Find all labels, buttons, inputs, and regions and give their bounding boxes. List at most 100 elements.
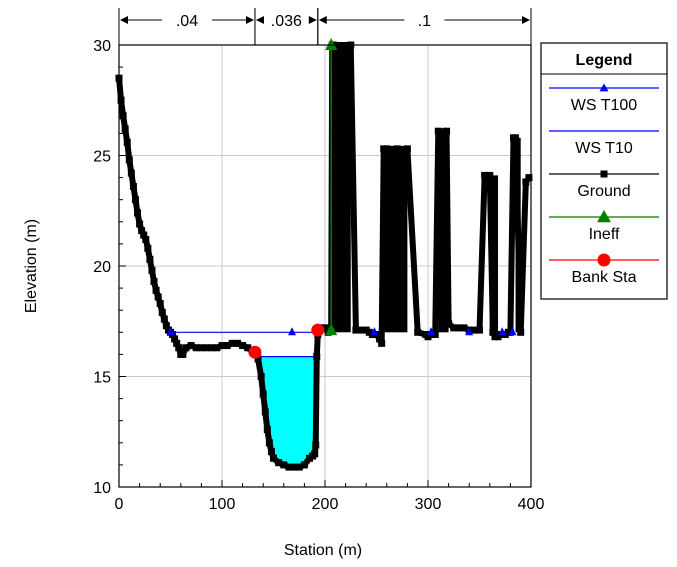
ws-t100-series xyxy=(166,327,517,336)
ground-point xyxy=(192,344,200,352)
ws-t100-marker xyxy=(498,327,507,336)
ground-line xyxy=(116,42,532,471)
ground-point xyxy=(434,127,442,135)
ground-point xyxy=(144,244,152,252)
ground-point xyxy=(160,315,168,323)
ground-point xyxy=(267,448,275,456)
x-tick-label: 0 xyxy=(115,496,124,513)
ground-point xyxy=(182,344,190,352)
x-tick-label: 400 xyxy=(518,496,545,513)
ground-point xyxy=(131,196,139,204)
ground-point xyxy=(517,328,525,336)
ws-t100-marker xyxy=(508,327,517,336)
mannings-n-label: .04 xyxy=(176,13,198,30)
x-tick-label: 100 xyxy=(209,496,236,513)
ground-point xyxy=(146,255,154,263)
mannings-arrow-head xyxy=(120,16,128,24)
ws-t100-marker xyxy=(288,327,297,336)
mannings-arrow-head xyxy=(522,16,530,24)
legend-entry-label: WS T100 xyxy=(571,97,638,114)
ground-point xyxy=(265,439,273,447)
ground-point xyxy=(117,96,125,104)
x-tick-label: 200 xyxy=(312,496,339,513)
ground-point xyxy=(257,373,265,380)
ground-point xyxy=(138,227,146,235)
ground-point xyxy=(129,182,137,190)
ground-series xyxy=(115,41,533,471)
ground-point xyxy=(275,459,283,467)
ground-point xyxy=(142,235,150,243)
ground-point xyxy=(228,339,236,347)
ground-point xyxy=(443,127,451,135)
ground-point xyxy=(213,344,221,352)
ground-point xyxy=(383,145,391,153)
y-axis-label: Elevation (m) xyxy=(23,219,40,313)
ground-point xyxy=(187,342,195,350)
legend-marker xyxy=(599,83,609,92)
ground-point xyxy=(203,344,211,352)
legend-entry-label: Ineff xyxy=(589,226,620,243)
ground-point xyxy=(431,331,439,339)
ground-obstruction xyxy=(515,137,521,333)
ground-point xyxy=(403,145,411,153)
ground-point xyxy=(239,342,247,350)
ineff-series xyxy=(325,38,338,336)
ground-point xyxy=(123,138,131,146)
x-axis-label: Station (m) xyxy=(284,542,362,559)
ground-point xyxy=(450,324,458,332)
legend-marker xyxy=(597,253,611,267)
ground-point xyxy=(376,335,384,343)
ground-point xyxy=(197,344,205,352)
ground-point xyxy=(125,156,133,164)
ground-point xyxy=(486,171,494,179)
bank-sta-point xyxy=(248,345,262,359)
ground-point xyxy=(261,408,269,416)
legend-title: Legend xyxy=(576,52,633,69)
ground-point xyxy=(119,112,127,120)
ground-point xyxy=(378,339,386,347)
mannings-n-label: .036 xyxy=(271,13,302,30)
ground-point xyxy=(150,277,158,285)
ground-point xyxy=(285,463,293,471)
ground-point xyxy=(312,441,320,449)
ground-obstruction xyxy=(489,175,499,333)
ground-point xyxy=(280,461,288,469)
ground-point xyxy=(140,231,148,239)
ground-point xyxy=(223,342,231,350)
ground-point xyxy=(254,355,262,363)
ground-point xyxy=(152,286,160,294)
ground-point xyxy=(175,344,183,352)
mannings-arrow-head xyxy=(318,16,327,24)
ground-point xyxy=(455,324,463,332)
ground-point xyxy=(352,326,360,334)
grid-lines xyxy=(118,44,532,488)
ground-point xyxy=(244,344,252,352)
ws-t100-marker xyxy=(166,327,175,336)
mannings-arrow-head xyxy=(308,16,317,24)
bank-sta-point xyxy=(311,323,325,337)
legend-marker xyxy=(597,210,611,223)
ground-point xyxy=(290,463,298,471)
mannings-n-label: .1 xyxy=(418,13,431,30)
ground-obstruction xyxy=(331,45,351,333)
mannings-arrow-head xyxy=(245,16,254,24)
legend-marker xyxy=(600,170,608,178)
ground-point xyxy=(357,326,365,334)
legend: Legend WS T100 WS T10 Ground Ineff Bank Sta xyxy=(540,42,668,300)
ground-point xyxy=(522,178,530,186)
x-tick-label: 300 xyxy=(415,496,442,513)
ground-point xyxy=(134,209,142,217)
ground-point xyxy=(162,322,170,330)
ground-point xyxy=(270,454,277,462)
y-tick-label: 10 xyxy=(93,480,111,497)
ground-point xyxy=(156,300,164,308)
bank-sta-series xyxy=(248,323,325,359)
ground-point xyxy=(263,426,271,434)
ineff-marker xyxy=(325,38,338,50)
ground-point xyxy=(313,353,321,361)
ground-point xyxy=(171,335,179,343)
ground-point xyxy=(481,171,489,179)
ground-point xyxy=(148,266,156,274)
ground-point xyxy=(173,339,181,347)
